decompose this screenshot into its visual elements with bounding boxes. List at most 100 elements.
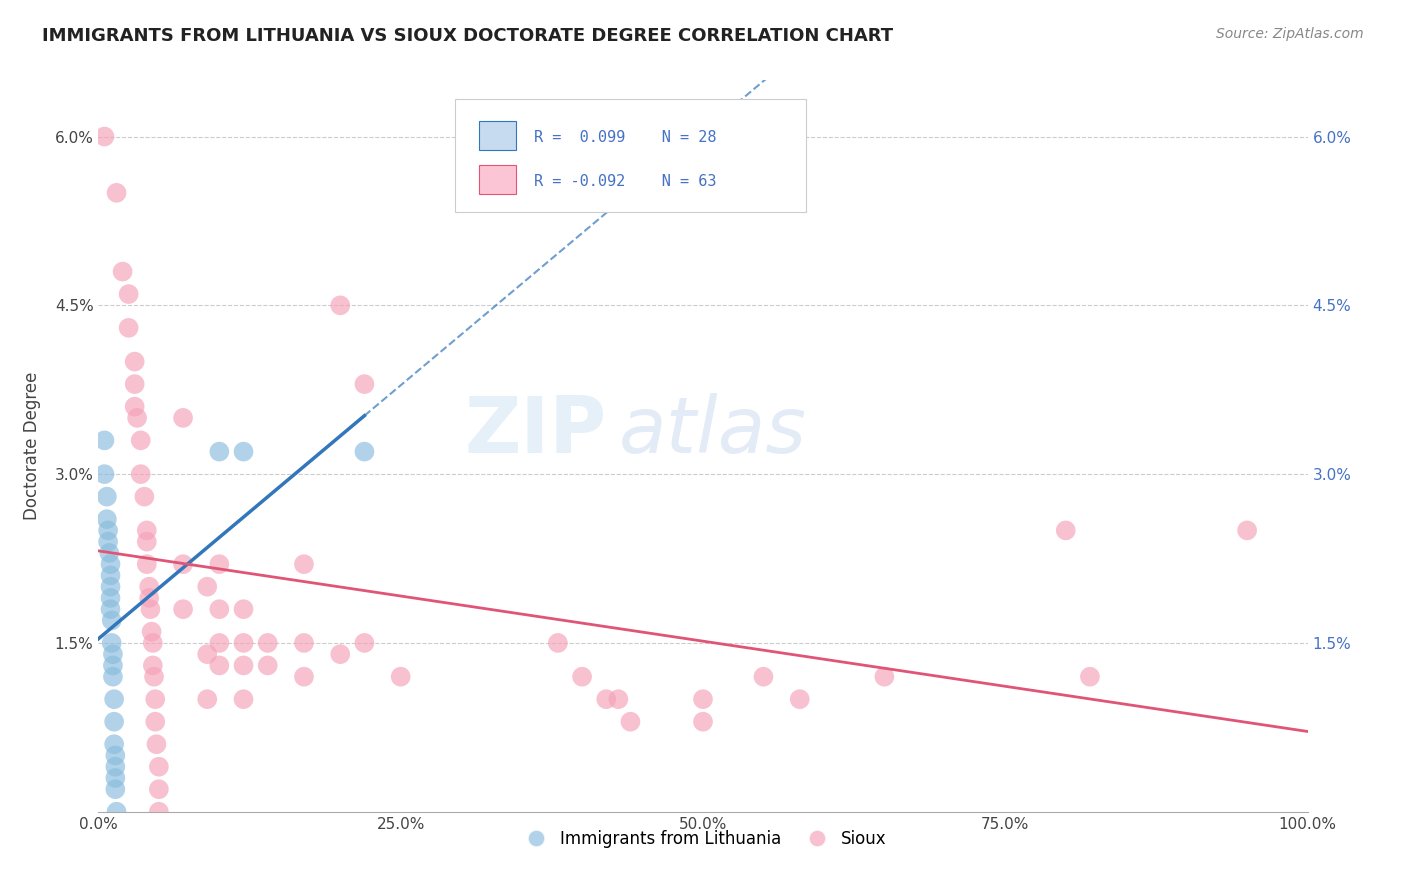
- Point: [195, 647, 218, 661]
- Text: IMMIGRANTS FROM LITHUANIA VS SIOUX DOCTORATE DEGREE CORRELATION CHART: IMMIGRANTS FROM LITHUANIA VS SIOUX DOCTO…: [42, 27, 893, 45]
- Point: [101, 647, 124, 661]
- Point: [208, 602, 231, 616]
- Point: [389, 670, 412, 684]
- Point: [93, 434, 115, 448]
- Point: [353, 444, 375, 458]
- Point: [256, 636, 278, 650]
- Point: [103, 714, 125, 729]
- Point: [208, 636, 231, 650]
- Point: [138, 591, 160, 605]
- Point: [104, 771, 127, 785]
- Point: [105, 805, 128, 819]
- Point: [93, 467, 115, 482]
- Text: R =  0.099    N = 28: R = 0.099 N = 28: [534, 130, 716, 145]
- Point: [100, 591, 122, 605]
- Point: [104, 760, 127, 774]
- Point: [105, 186, 128, 200]
- Point: [232, 602, 254, 616]
- Point: [692, 714, 714, 729]
- Point: [129, 434, 152, 448]
- Point: [145, 737, 167, 751]
- Point: [232, 636, 254, 650]
- Point: [103, 692, 125, 706]
- Point: [292, 636, 315, 650]
- Point: [97, 524, 120, 538]
- Point: [139, 602, 162, 616]
- Point: [134, 490, 156, 504]
- Legend: Immigrants from Lithuania, Sioux: Immigrants from Lithuania, Sioux: [513, 823, 893, 855]
- Point: [292, 670, 315, 684]
- Point: [143, 692, 166, 706]
- Point: [138, 580, 160, 594]
- Point: [148, 782, 170, 797]
- Point: [118, 321, 141, 335]
- Point: [100, 614, 122, 628]
- Point: [100, 636, 122, 650]
- Point: [124, 354, 146, 368]
- Point: [232, 444, 254, 458]
- Point: [104, 748, 127, 763]
- Point: [135, 524, 157, 538]
- Point: [111, 264, 134, 278]
- Bar: [479, 121, 516, 150]
- Point: [124, 377, 146, 392]
- Point: [353, 377, 375, 392]
- Point: [172, 602, 194, 616]
- Point: [98, 546, 121, 560]
- Point: [1236, 524, 1258, 538]
- Point: [101, 658, 124, 673]
- Point: [135, 557, 157, 571]
- Point: [232, 692, 254, 706]
- Point: [96, 512, 118, 526]
- Point: [93, 129, 115, 144]
- Point: [619, 714, 641, 729]
- Point: [172, 410, 194, 425]
- Point: [789, 692, 811, 706]
- Point: [129, 467, 152, 482]
- Point: [208, 557, 231, 571]
- Point: [100, 580, 122, 594]
- Point: [172, 557, 194, 571]
- Point: [329, 647, 352, 661]
- Point: [208, 658, 231, 673]
- FancyBboxPatch shape: [456, 99, 806, 212]
- Point: [127, 410, 149, 425]
- Point: [547, 636, 569, 650]
- Point: [135, 534, 157, 549]
- Point: [118, 287, 141, 301]
- Point: [143, 714, 166, 729]
- Point: [256, 658, 278, 673]
- Point: [873, 670, 896, 684]
- Point: [142, 658, 165, 673]
- Point: [143, 670, 166, 684]
- Point: [100, 568, 122, 582]
- Point: [148, 805, 170, 819]
- Point: [104, 782, 127, 797]
- Point: [1054, 524, 1077, 538]
- Point: [100, 602, 122, 616]
- Point: [692, 692, 714, 706]
- Point: [141, 624, 163, 639]
- Point: [752, 670, 775, 684]
- Bar: [479, 165, 516, 194]
- Point: [329, 298, 352, 312]
- Point: [97, 534, 120, 549]
- Point: [208, 444, 231, 458]
- Point: [292, 557, 315, 571]
- Point: [195, 692, 218, 706]
- Point: [195, 580, 218, 594]
- Point: [353, 636, 375, 650]
- Text: atlas: atlas: [619, 393, 806, 469]
- Text: R = -0.092    N = 63: R = -0.092 N = 63: [534, 174, 716, 189]
- Point: [96, 490, 118, 504]
- Point: [142, 636, 165, 650]
- Point: [595, 692, 617, 706]
- Point: [232, 658, 254, 673]
- Point: [571, 670, 593, 684]
- Point: [148, 760, 170, 774]
- Text: Source: ZipAtlas.com: Source: ZipAtlas.com: [1216, 27, 1364, 41]
- Text: ZIP: ZIP: [464, 393, 606, 469]
- Point: [100, 557, 122, 571]
- Y-axis label: Doctorate Degree: Doctorate Degree: [22, 372, 41, 520]
- Point: [1078, 670, 1101, 684]
